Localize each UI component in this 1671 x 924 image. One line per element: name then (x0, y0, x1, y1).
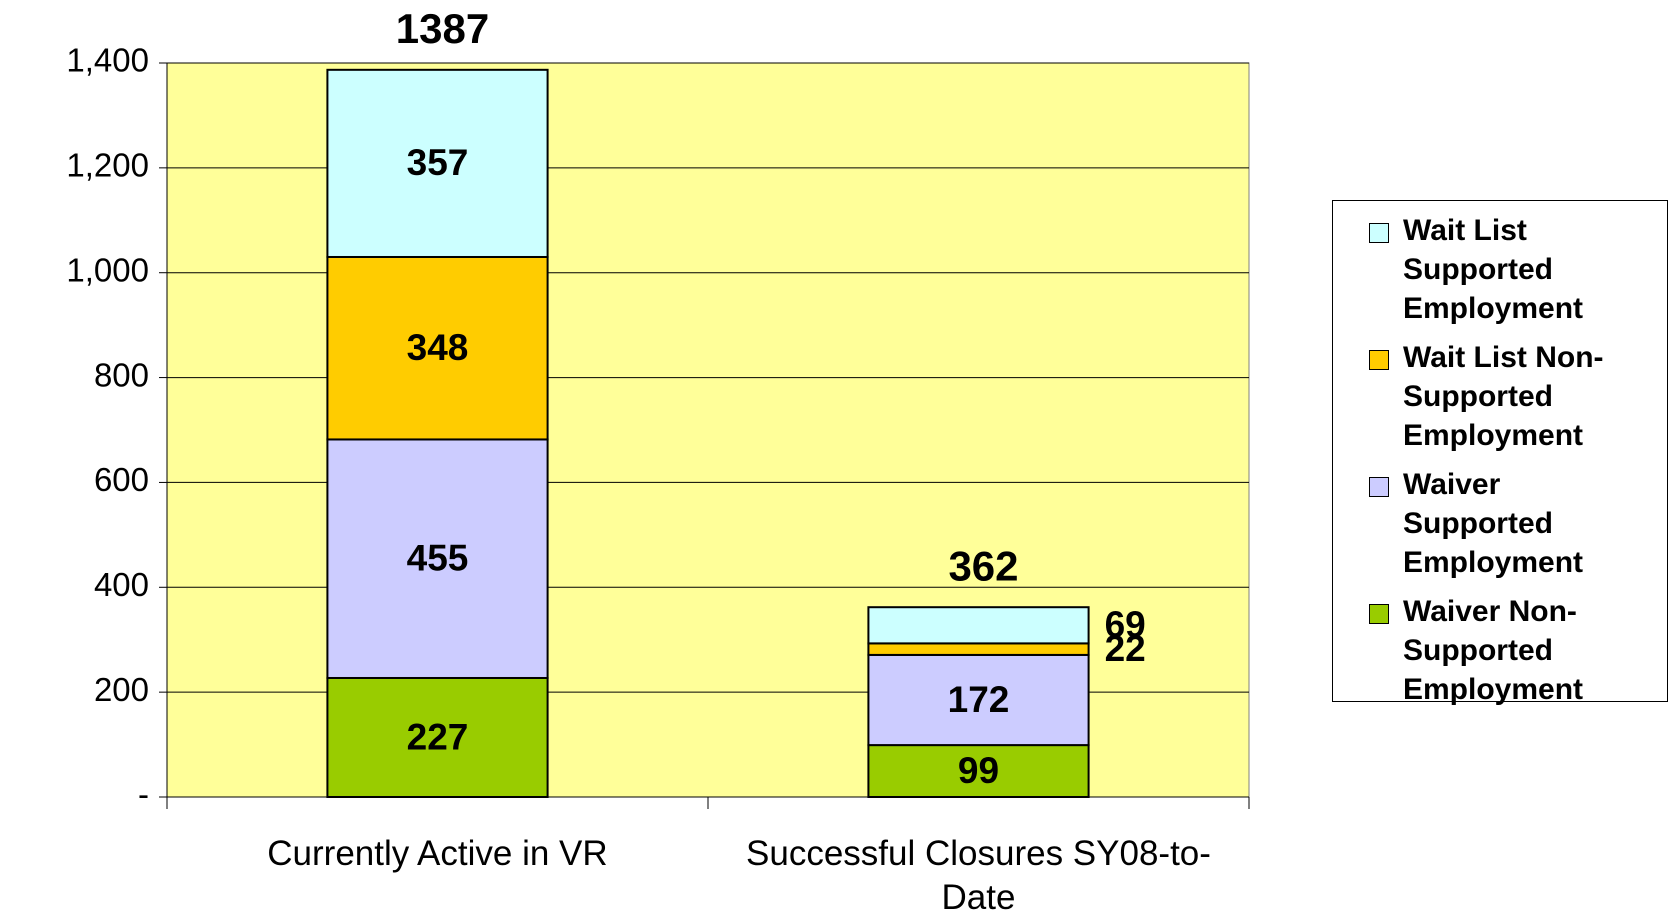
legend-label: Wait List Supported Employment (1403, 214, 1584, 325)
data-label: 172 (948, 679, 1010, 720)
legend-item: Wait List Non-Supported Employment (1369, 338, 1639, 455)
bar-segment (326, 68, 549, 258)
x-tick-label: Currently Active in VR (267, 834, 608, 873)
data-label: 227 (407, 716, 469, 757)
legend-item: Waiver Supported Employment (1369, 465, 1639, 582)
bar-segment (326, 438, 549, 679)
legend-item: Wait List Supported Employment (1369, 211, 1639, 328)
legend-swatch (1369, 223, 1389, 243)
y-tick-label: 800 (94, 356, 149, 393)
y-tick-label: 1,400 (66, 42, 149, 79)
data-label: 348 (407, 327, 469, 368)
bar-segment (867, 744, 1090, 798)
legend-label: Waiver Supported Employment (1403, 468, 1584, 579)
y-tick-label: 200 (94, 671, 149, 708)
y-tick-label: 1,200 (66, 147, 149, 184)
bar-segment (867, 653, 1090, 747)
legend-item: Waiver Non-Supported Employment (1369, 592, 1639, 709)
y-tick-label: 1,000 (66, 251, 149, 288)
total-label: 1387 (396, 5, 489, 52)
legend-swatch (1369, 604, 1389, 624)
legend: Wait List Supported Employment Wait List … (1332, 200, 1668, 706)
total-label: 362 (948, 542, 1018, 589)
bar-segment (867, 606, 1090, 645)
data-label: 455 (407, 537, 469, 578)
bar-segment (326, 255, 549, 441)
data-label: 22 (1105, 628, 1146, 669)
legend-label: Wait List Non-Supported Employment (1403, 341, 1604, 452)
data-label: 99 (958, 750, 999, 791)
y-tick-label: - (138, 776, 149, 813)
data-label: 69 (1105, 604, 1146, 645)
legend-swatch (1369, 350, 1389, 370)
data-label: 357 (407, 142, 469, 183)
bar-segment (867, 642, 1090, 656)
x-tick-label: Successful Closures SY08-to-Date (746, 834, 1211, 917)
legend-swatch (1369, 477, 1389, 497)
y-tick-label: 600 (94, 461, 149, 498)
y-tick-label: 400 (94, 566, 149, 603)
legend-label: Waiver Non-Supported Employment (1403, 595, 1584, 706)
